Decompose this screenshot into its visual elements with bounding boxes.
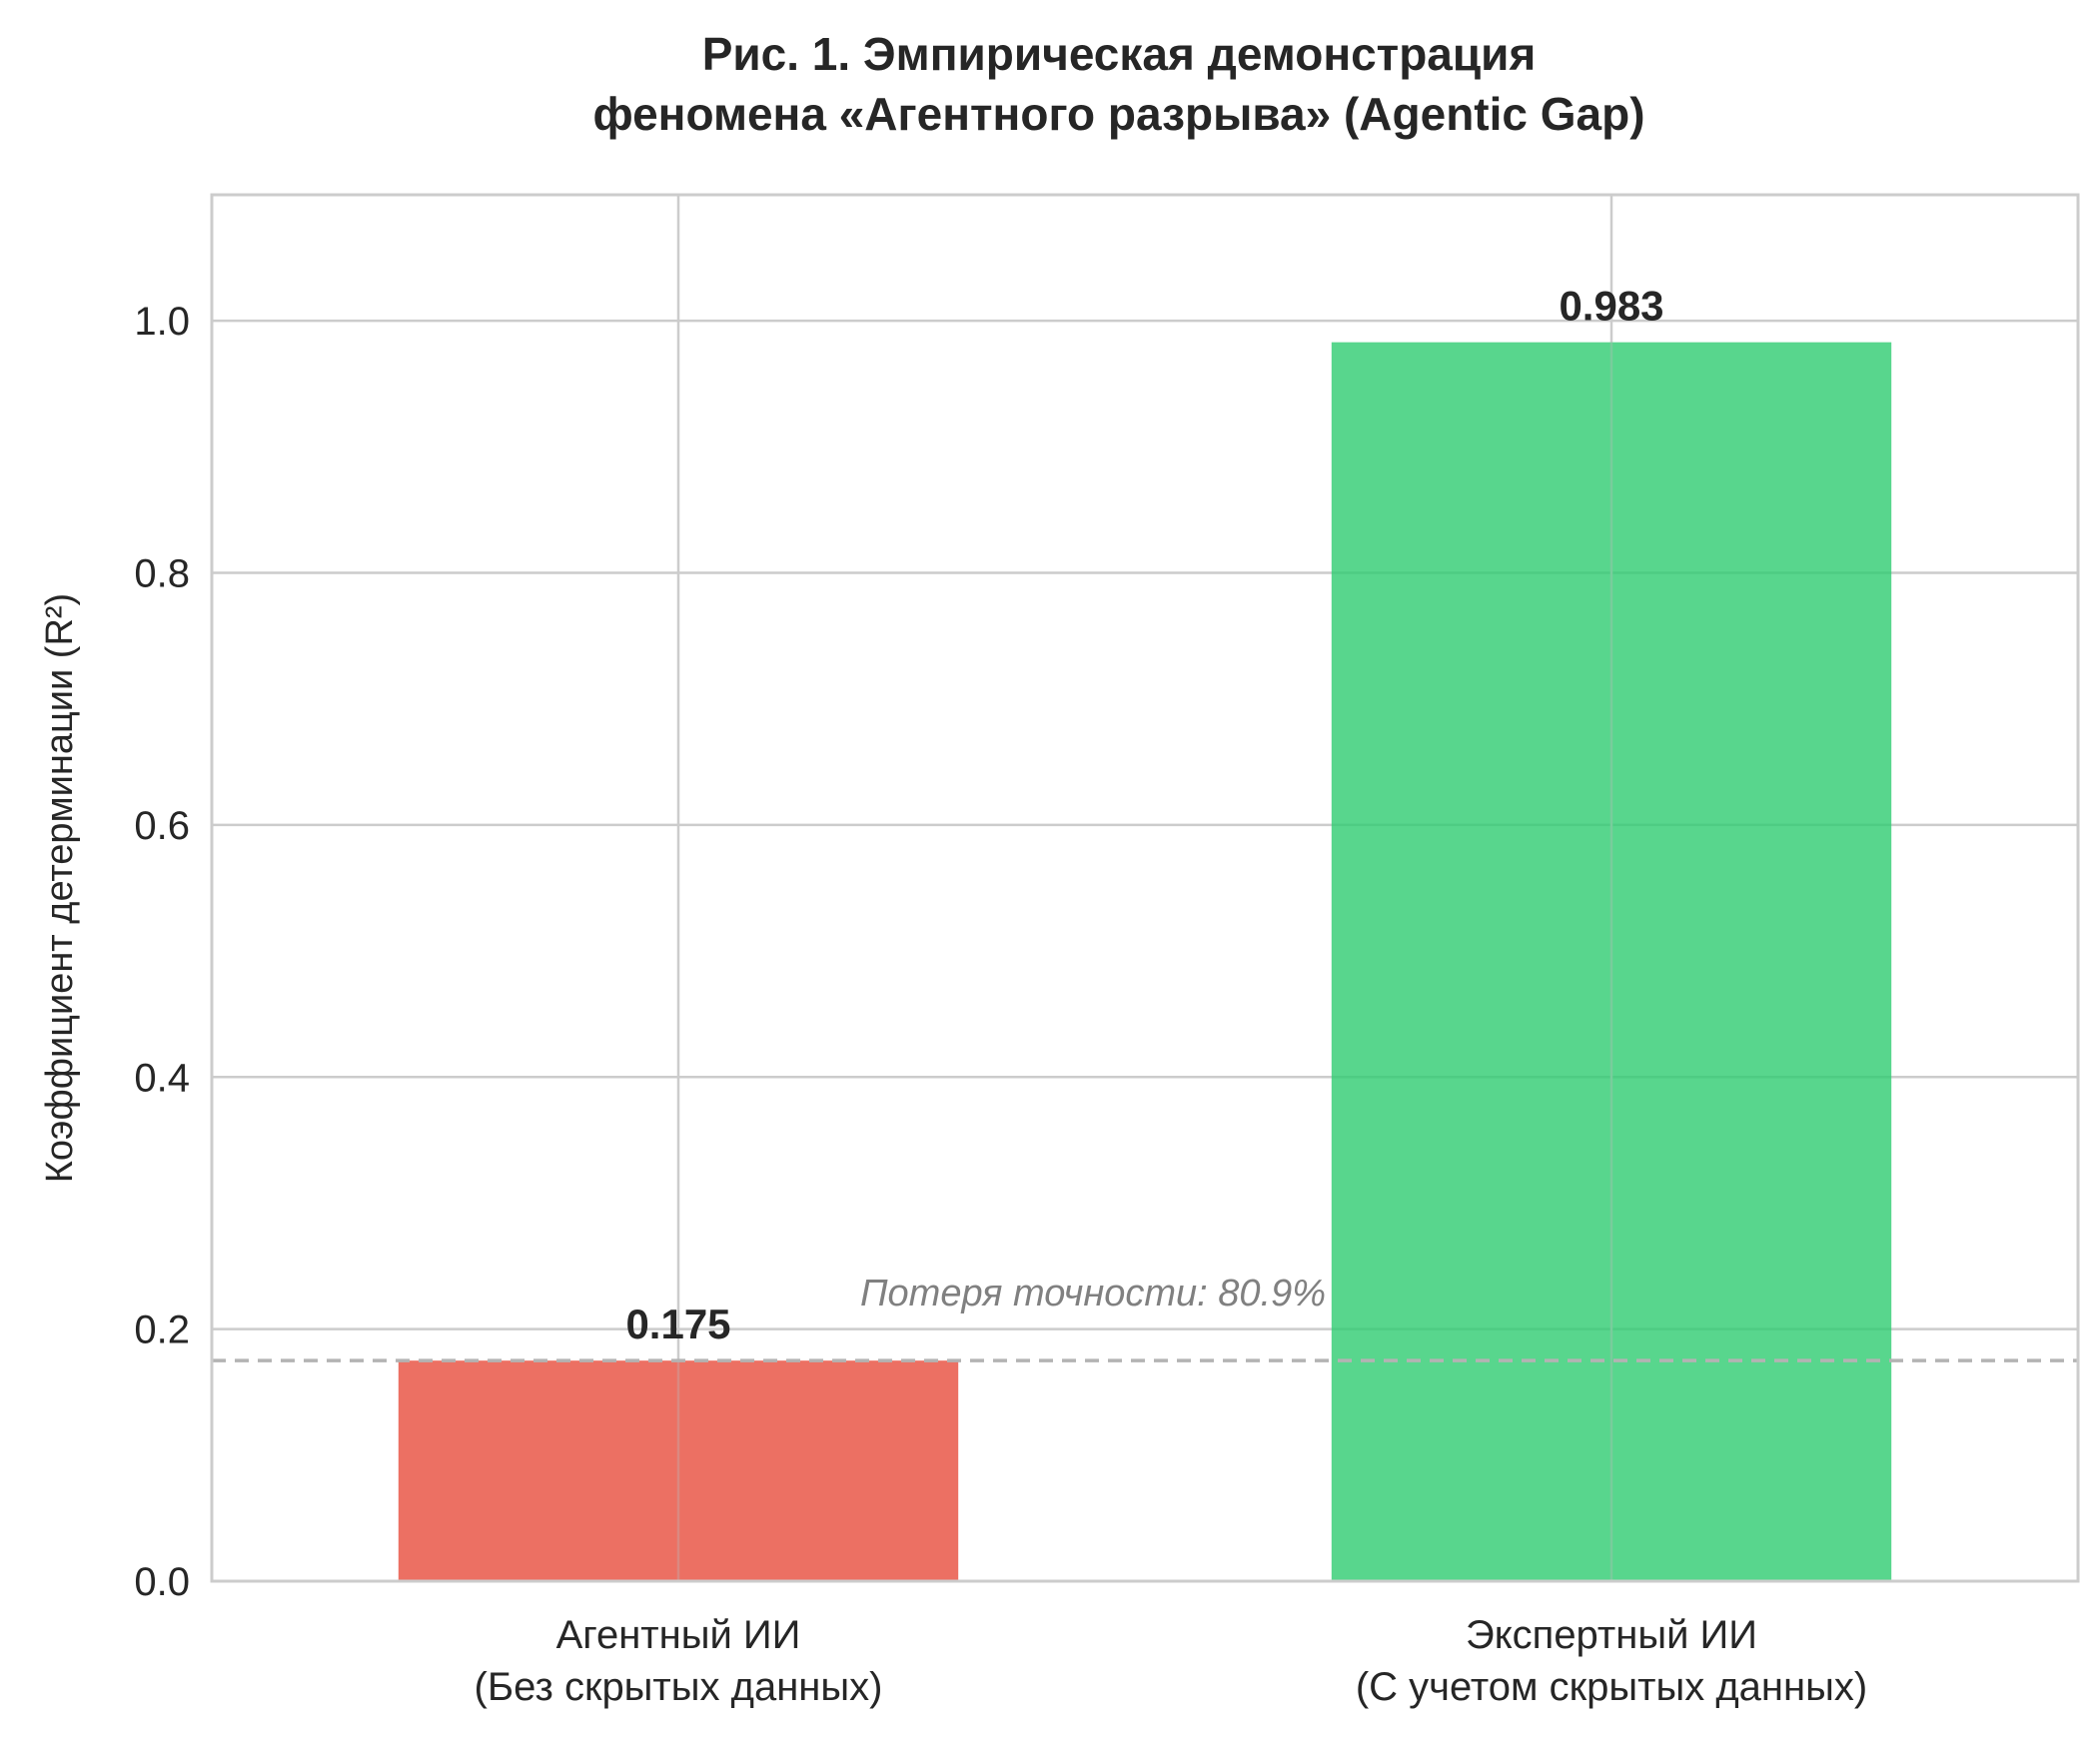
x-axis-ticks: Агентный ИИ (Без скрытых данных) Экспертны… (475, 1613, 1868, 1709)
y-tick-label: 1.0 (134, 300, 190, 344)
y-tick-label: 0.8 (134, 552, 190, 596)
chart-title-line-1: Рис. 1. Эмпирическая демонстрация (702, 28, 1537, 80)
y-tick-label: 0.6 (134, 804, 190, 848)
bar-2 (1331, 342, 1892, 1582)
x-tick-label: (Без скрытых данных) (475, 1665, 883, 1709)
bar-1 (398, 1360, 959, 1581)
bars (398, 342, 1892, 1582)
y-axis-ticks: 0.0 0.2 0.4 0.6 0.8 1.0 (134, 300, 190, 1604)
accuracy-loss-annotation: Потеря точности: 80.9% (860, 1273, 1326, 1314)
x-tick-label: Агентный ИИ (556, 1613, 801, 1657)
y-axis-label: Коэффициент детерминации (R²) (39, 593, 81, 1183)
bar-value-label: 0.175 (625, 1301, 730, 1347)
plot-frame (210, 193, 2080, 1583)
bar-value-label: 0.983 (1559, 283, 1663, 330)
y-tick-label: 0.4 (134, 1056, 190, 1100)
x-tick-label: (С учетом скрытых данных) (1356, 1665, 1867, 1709)
x-tick-label: Экспертный ИИ (1466, 1613, 1757, 1657)
y-tick-label: 0.2 (134, 1308, 190, 1352)
value-labels: 0.175 0.983 (625, 283, 1663, 1348)
chart-title-line-2: феномена «Агентного разрыва» (Agentic Ga… (592, 88, 1644, 140)
chart-title: Рис. 1. Эмпирическая демонстрация феноме… (592, 28, 1644, 140)
y-tick-label: 0.0 (134, 1560, 190, 1604)
